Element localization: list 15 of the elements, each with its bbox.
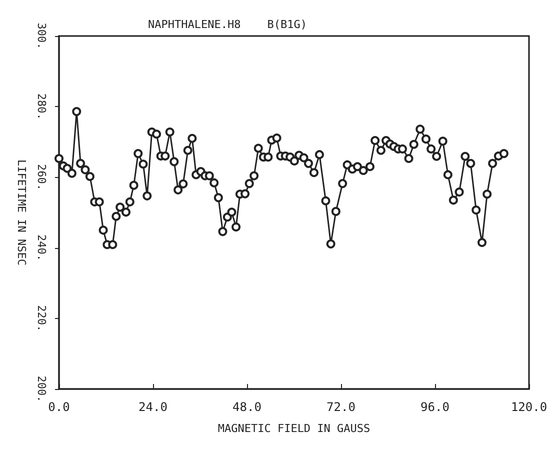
x-tick-label: 48.0: [232, 400, 262, 414]
x-tick-label: 24.0: [138, 400, 168, 414]
y-tick-label: 300.: [35, 22, 48, 50]
y-tick-label: 200.: [35, 376, 48, 402]
y-tick-label: 280.: [35, 93, 48, 120]
chart-title: NAPHTHALENE.H8 B(B1G): [148, 18, 307, 31]
x-axis-title: MAGNETIC FIELD IN GAUSS: [218, 422, 370, 435]
x-tick-label: 96.0: [420, 400, 450, 414]
x-tick-label: 120.0: [510, 400, 548, 414]
y-axis-title: LIFETIME IN NSEC: [15, 160, 28, 266]
y-tick-label: 240.: [35, 234, 48, 262]
x-tick-label: 72.0: [326, 400, 356, 414]
y-tick-label: 220.: [35, 305, 48, 332]
y-tick-label: 260.: [35, 164, 48, 190]
x-tick-label: 0.0: [48, 400, 70, 414]
